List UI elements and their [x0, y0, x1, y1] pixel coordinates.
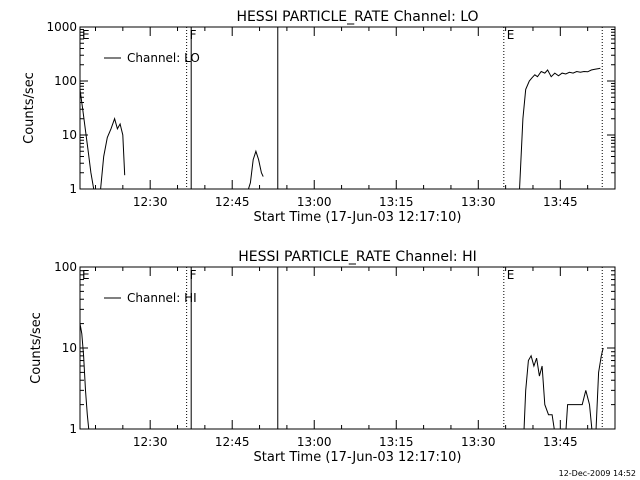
series-line — [247, 149, 264, 189]
marker-label: F — [190, 268, 197, 282]
lo-channel-plot: HESSI PARTICLE_RATE Channel: LO 1 10 100 100… — [22, 9, 616, 225]
series-line — [523, 354, 555, 429]
series-line — [100, 117, 126, 189]
x-tick-label: 13:45 — [543, 435, 578, 449]
series-line — [80, 89, 95, 189]
plot-frame — [79, 26, 616, 190]
timestamp-stamp: 12-Dec-2009 14:52 — [559, 469, 636, 478]
y-axis-label: Counts/sec — [22, 72, 37, 144]
y-tick-label: 100 — [54, 74, 77, 88]
x-tick-label: 12:45 — [215, 195, 250, 209]
y-tick-label: 1 — [69, 422, 77, 436]
x-axis-label: Start Time (17-Jun-03 12:17:10) — [254, 210, 462, 225]
marker-label: E — [507, 28, 515, 42]
y-axis-label: Counts/sec — [29, 312, 44, 384]
x-tick-label: 13:00 — [297, 195, 332, 209]
x-tick-label: 12:45 — [215, 435, 250, 449]
y-tick-label: 100 — [54, 260, 77, 274]
x-tick-label: 13:15 — [379, 195, 414, 209]
corner-label: E — [82, 268, 90, 282]
x-tick-label: 13:15 — [379, 435, 414, 449]
x-tick-label: 12:30 — [133, 435, 168, 449]
series-line — [595, 347, 604, 429]
series-line — [565, 390, 593, 429]
y-tick-label: 1 — [69, 182, 77, 196]
x-tick-label: 12:30 — [133, 195, 168, 209]
series-line — [80, 323, 90, 429]
hi-channel-plot: HESSI PARTICLE_RATE Channel: HI 1 10 100 12:… — [29, 249, 616, 465]
y-tick-label: 10 — [62, 341, 77, 355]
x-axis-label: Start Time (17-Jun-03 12:17:10) — [254, 450, 462, 465]
chart-title: HESSI PARTICLE_RATE Channel: HI — [238, 249, 476, 265]
legend-label: Channel: HI — [127, 291, 197, 305]
x-tick-label: 13:00 — [297, 435, 332, 449]
legend-label: Channel: LO — [127, 51, 200, 65]
x-tick-label: 13:30 — [461, 435, 496, 449]
chart-title: HESSI PARTICLE_RATE Channel: LO — [236, 9, 478, 25]
corner-label: E — [82, 28, 90, 42]
x-tick-label: 13:30 — [461, 195, 496, 209]
marker-label: F — [190, 28, 197, 42]
x-tick-label: 13:45 — [543, 195, 578, 209]
y-tick-label: 10 — [62, 128, 77, 142]
y-tick-label: 1000 — [46, 20, 77, 34]
series-line — [519, 67, 601, 189]
marker-label: E — [507, 268, 515, 282]
